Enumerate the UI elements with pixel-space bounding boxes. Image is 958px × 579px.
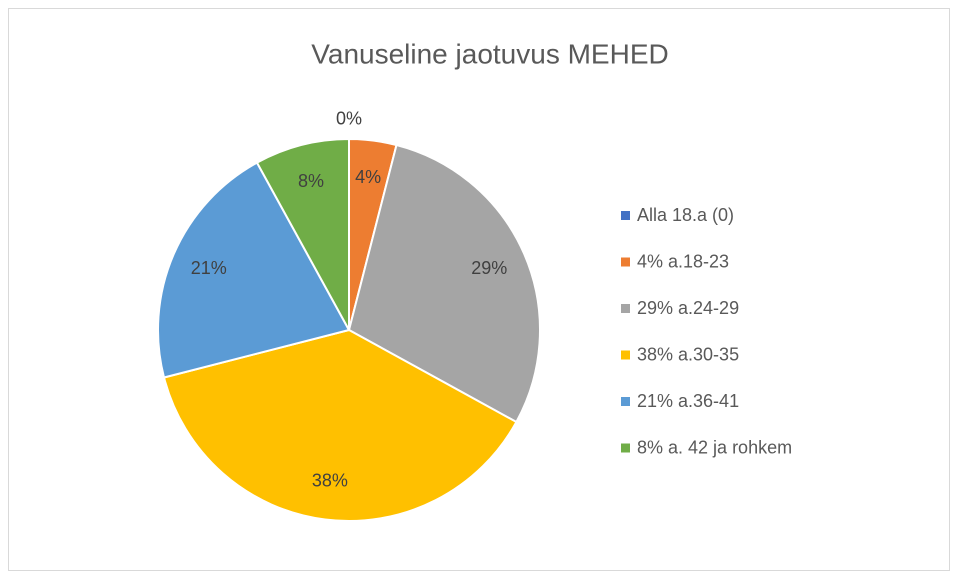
data-label: 29% [471, 258, 507, 278]
legend-swatch [621, 304, 630, 313]
legend-label: 4% a.18-23 [637, 251, 729, 271]
pie-slice [162, 328, 518, 522]
legend-label: 8% a. 42 ja rohkem [637, 437, 792, 457]
legend-swatch [621, 211, 630, 220]
data-label: 38% [312, 470, 348, 490]
legend-label: 29% a.24-29 [637, 298, 739, 318]
legend-label: Alla 18.a (0) [637, 205, 734, 225]
legend-swatch [621, 350, 630, 360]
data-label: 21% [191, 258, 227, 278]
legend-swatch [621, 443, 630, 453]
legend-label: 38% a.30-35 [637, 344, 739, 364]
data-label: 0% [336, 109, 362, 129]
legend-swatch [621, 257, 630, 267]
legend-label: 21% a.36-41 [637, 391, 739, 411]
data-label: 4% [355, 167, 381, 187]
data-label: 8% [298, 171, 324, 191]
pie-slice [157, 161, 351, 379]
legend-swatch [621, 397, 630, 406]
pie-slice [347, 143, 541, 424]
chart-title: Vanuseline jaotuvus MEHED [311, 38, 668, 69]
pie-slice [255, 137, 350, 331]
